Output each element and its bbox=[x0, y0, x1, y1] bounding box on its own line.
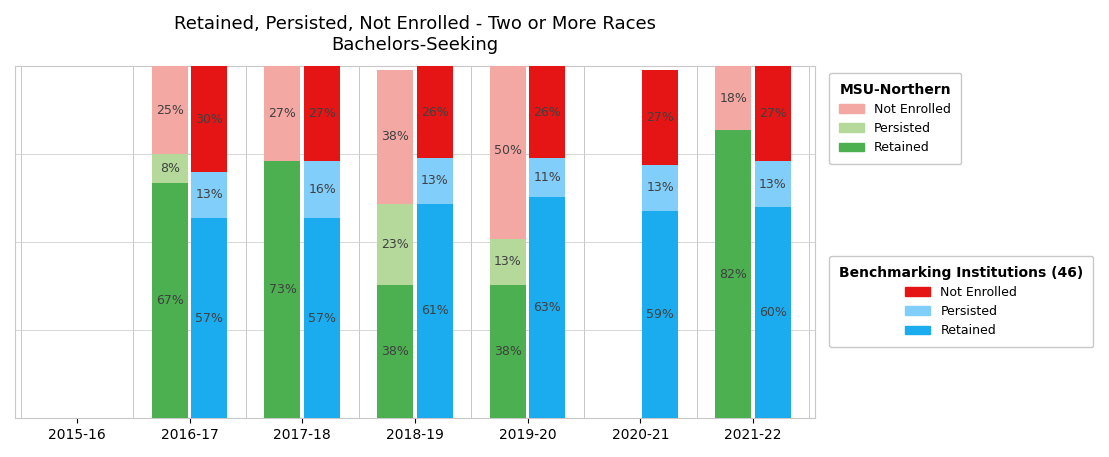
Bar bbox=[715, 66, 751, 130]
Bar bbox=[755, 161, 791, 207]
Text: 11%: 11% bbox=[533, 171, 561, 184]
Text: 57%: 57% bbox=[308, 312, 336, 324]
Text: 26%: 26% bbox=[533, 106, 561, 119]
Bar bbox=[304, 66, 340, 161]
Bar bbox=[755, 66, 791, 161]
Text: 27%: 27% bbox=[268, 107, 296, 121]
Bar bbox=[529, 158, 566, 197]
Bar bbox=[490, 239, 526, 285]
Text: 13%: 13% bbox=[195, 188, 223, 202]
Text: 61%: 61% bbox=[421, 304, 449, 318]
Bar bbox=[529, 197, 566, 418]
Bar bbox=[715, 130, 751, 418]
Text: 30%: 30% bbox=[195, 113, 223, 126]
Text: 13%: 13% bbox=[421, 174, 449, 187]
Bar bbox=[192, 66, 227, 172]
Text: 27%: 27% bbox=[308, 107, 336, 121]
Text: 13%: 13% bbox=[647, 181, 674, 194]
Text: 57%: 57% bbox=[195, 312, 223, 324]
Bar bbox=[152, 66, 187, 154]
Bar bbox=[417, 204, 452, 418]
Bar bbox=[192, 218, 227, 418]
Text: 63%: 63% bbox=[533, 301, 561, 314]
Text: 26%: 26% bbox=[421, 106, 449, 119]
Bar bbox=[192, 172, 227, 218]
Text: 38%: 38% bbox=[381, 130, 409, 143]
Bar bbox=[490, 285, 526, 418]
Bar bbox=[642, 165, 678, 211]
Bar bbox=[377, 70, 414, 204]
Text: 82%: 82% bbox=[719, 267, 747, 281]
Bar bbox=[377, 285, 414, 418]
Text: 38%: 38% bbox=[381, 345, 409, 358]
Bar bbox=[264, 66, 301, 161]
Title: Retained, Persisted, Not Enrolled - Two or More Races
Bachelors-Seeking: Retained, Persisted, Not Enrolled - Two … bbox=[174, 15, 655, 54]
Legend: Not Enrolled, Persisted, Retained: Not Enrolled, Persisted, Retained bbox=[830, 255, 1093, 347]
Bar bbox=[264, 161, 301, 418]
Bar bbox=[304, 218, 340, 418]
Bar bbox=[642, 70, 678, 165]
Bar bbox=[417, 66, 452, 158]
Bar bbox=[642, 211, 678, 418]
Bar bbox=[152, 154, 187, 182]
Bar bbox=[529, 66, 566, 158]
Text: 59%: 59% bbox=[647, 308, 674, 321]
Text: 18%: 18% bbox=[719, 92, 747, 105]
Text: 25%: 25% bbox=[156, 104, 184, 117]
Text: 27%: 27% bbox=[647, 111, 674, 124]
Bar bbox=[417, 158, 452, 204]
Text: 60%: 60% bbox=[759, 306, 786, 319]
Text: 73%: 73% bbox=[268, 283, 296, 297]
Bar bbox=[755, 207, 791, 418]
Bar bbox=[490, 63, 526, 239]
Bar bbox=[304, 161, 340, 218]
Bar bbox=[377, 204, 414, 285]
Text: 13%: 13% bbox=[494, 255, 521, 268]
Text: 27%: 27% bbox=[759, 107, 786, 121]
Text: 50%: 50% bbox=[494, 144, 522, 157]
Text: 8%: 8% bbox=[160, 162, 180, 175]
Text: 16%: 16% bbox=[308, 183, 336, 196]
Text: 38%: 38% bbox=[494, 345, 521, 358]
Text: 67%: 67% bbox=[156, 294, 184, 307]
Bar bbox=[152, 182, 187, 418]
Text: 23%: 23% bbox=[381, 238, 409, 250]
Text: 13%: 13% bbox=[759, 178, 786, 191]
